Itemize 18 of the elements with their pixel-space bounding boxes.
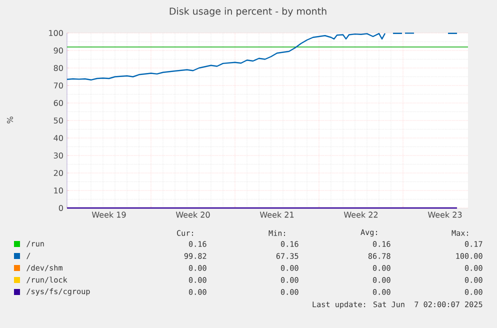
y-tick-label: 30 <box>54 152 63 159</box>
x-tick-label: Week 21 <box>260 212 294 218</box>
y-tick-label: 80 <box>54 64 63 72</box>
y-tick-label: 70 <box>54 82 63 89</box>
y-tick-label: 0 <box>58 204 63 212</box>
y-tick-label: 90 <box>54 47 63 54</box>
y-tick-label: 40 <box>54 134 63 142</box>
y-tick-label: 50 <box>54 117 63 124</box>
x-tick-label: Week 22 <box>344 212 378 218</box>
y-tick-label: 100 <box>49 30 63 36</box>
y-axis-title: % <box>6 116 14 124</box>
x-tick-label: Week 23 <box>428 212 462 218</box>
y-tick-label: 10 <box>54 187 63 194</box>
y-tick-label: 60 <box>54 100 63 106</box>
y-tick-label: 20 <box>54 170 63 176</box>
x-tick-label: Week 20 <box>176 212 210 218</box>
x-tick-label: Week 19 <box>92 212 126 218</box>
chart-title: Disk usage in percent - by month <box>170 7 326 17</box>
